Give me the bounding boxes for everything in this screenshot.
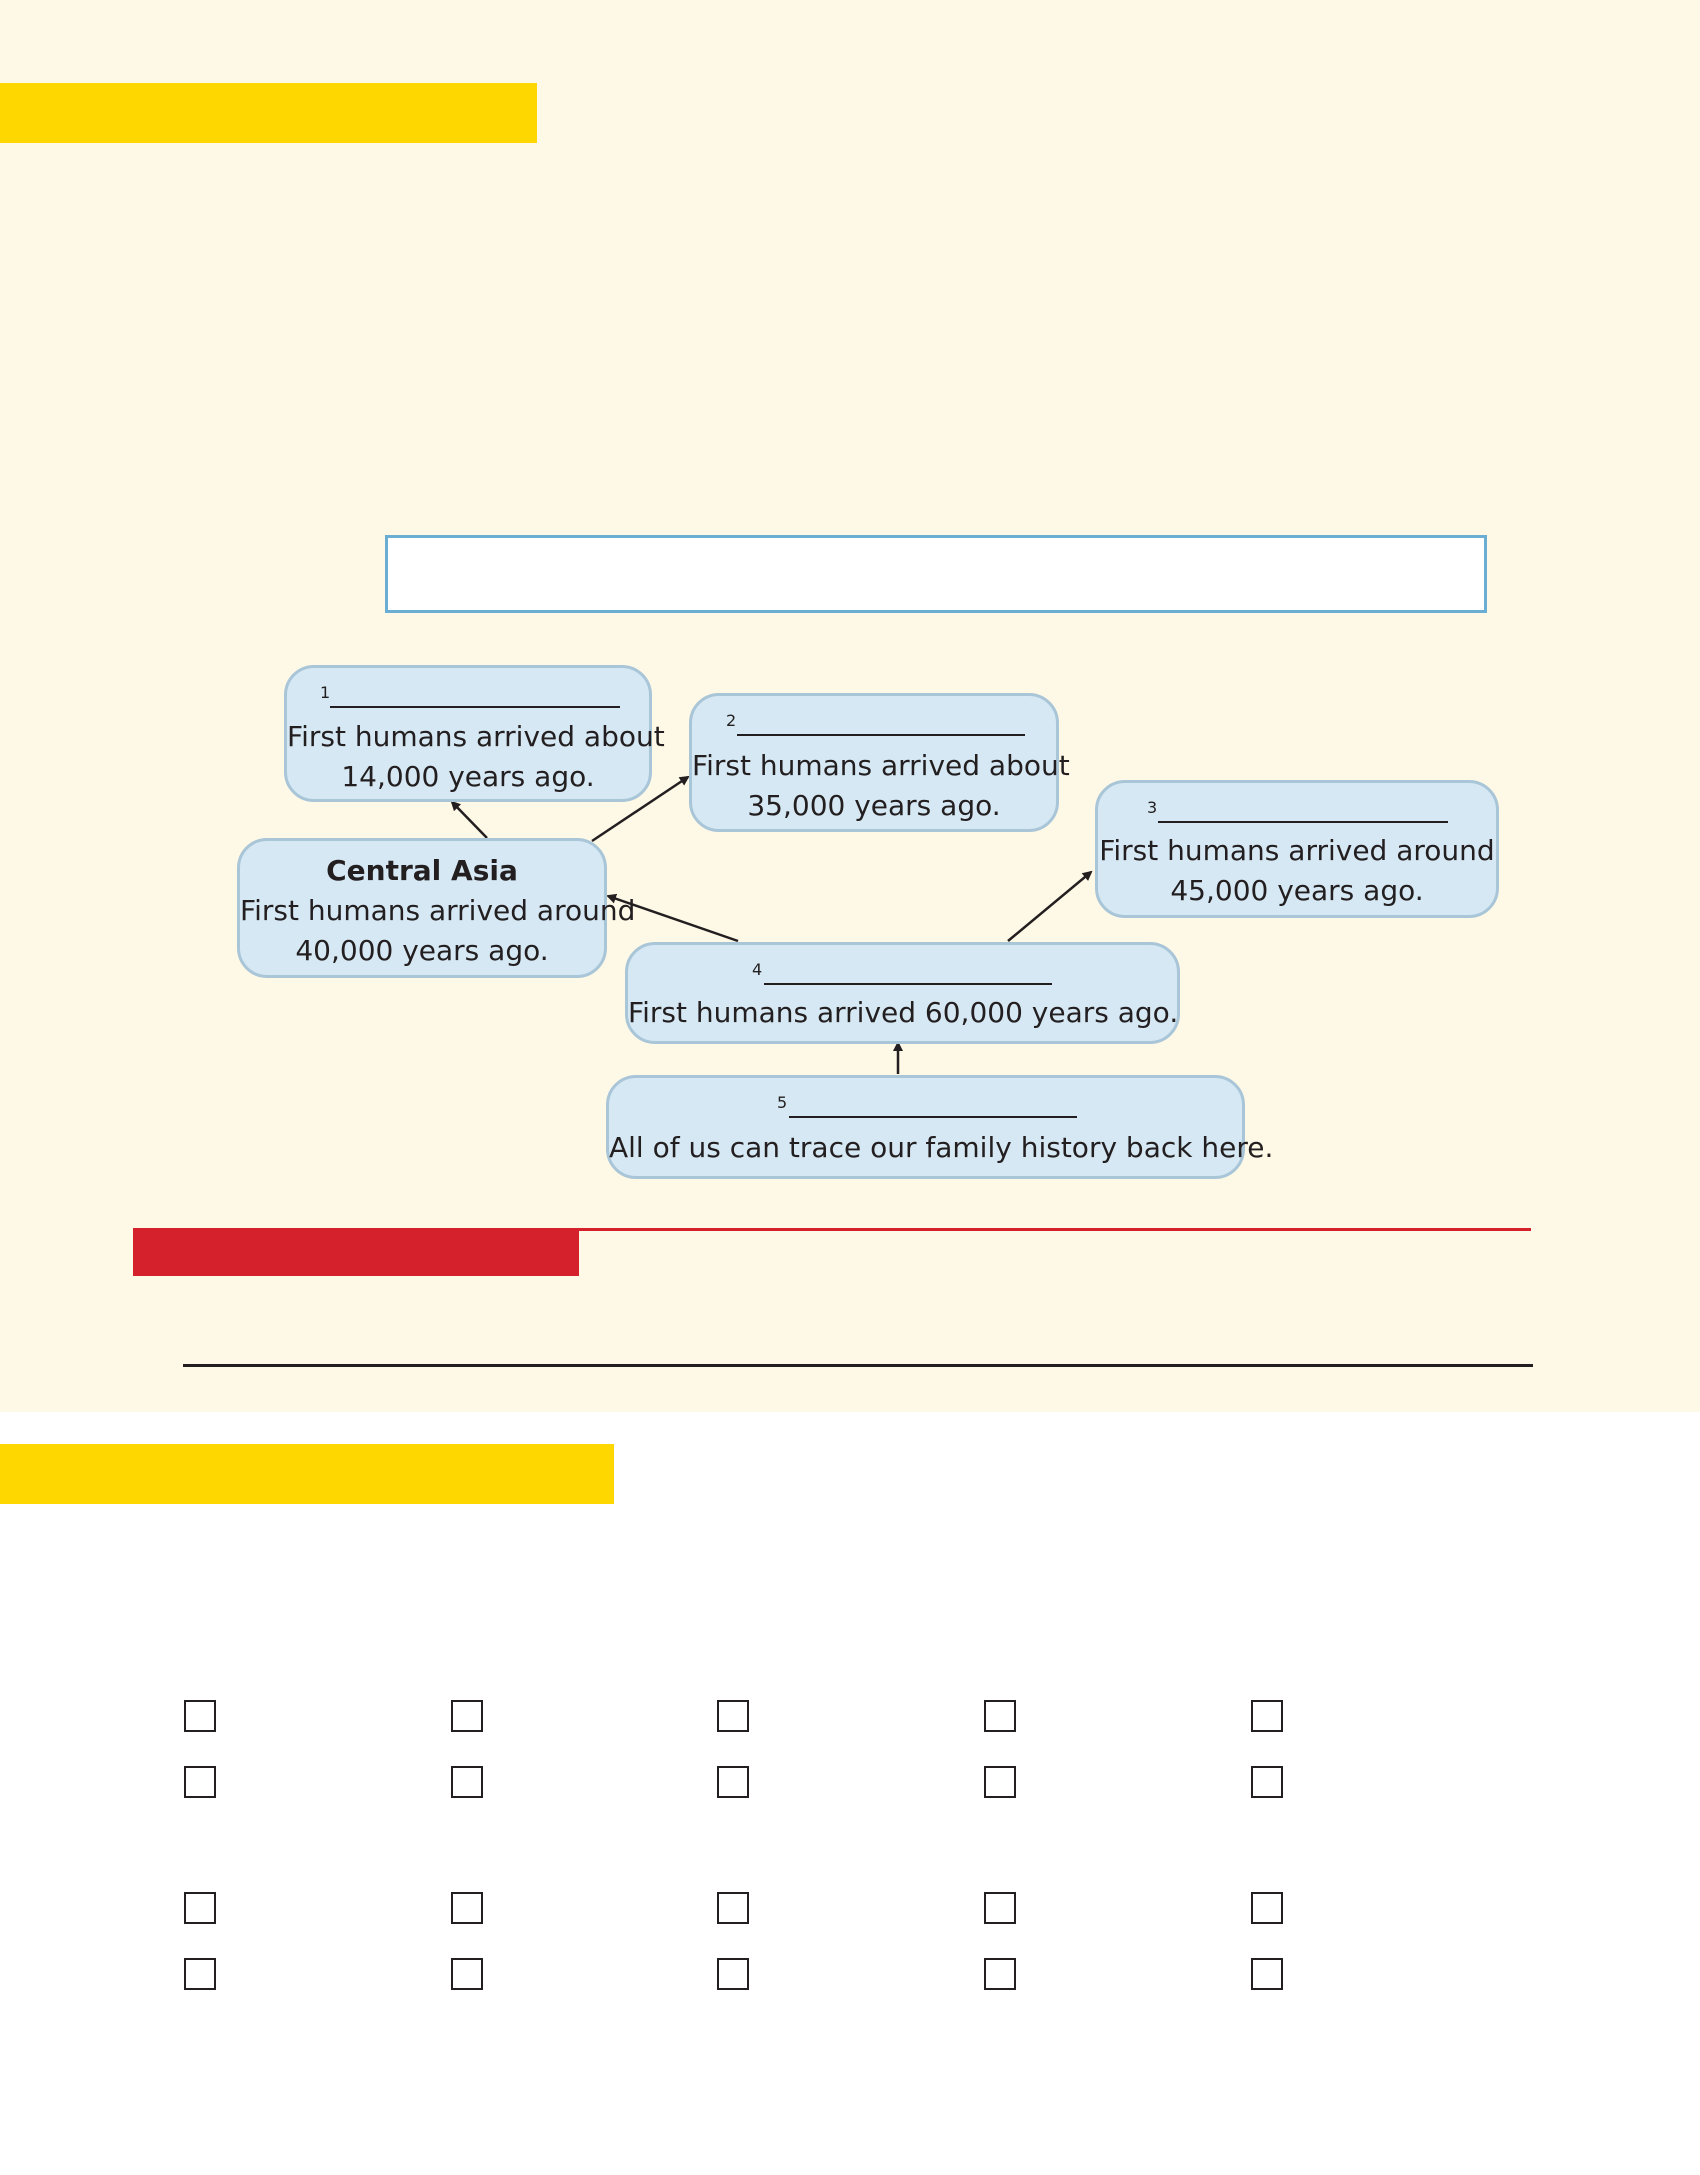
checkbox[interactable] [184,1958,216,1990]
arrow-4-to-3 [1007,870,1093,942]
checkbox[interactable] [717,1766,749,1798]
answer-box[interactable] [385,535,1487,613]
arrow-central-asia-to-2 [591,775,690,843]
checkbox[interactable] [451,1766,483,1798]
card-number: 2 [726,711,737,730]
card-text: 35,000 years ago. [747,789,1001,822]
card-text: 14,000 years ago. [341,760,595,793]
card-text: First humans arrived 60,000 years ago. [628,996,1179,1029]
card-number: 1 [320,683,331,702]
checkbox[interactable] [1251,1958,1283,1990]
checkbox[interactable] [984,1700,1016,1732]
diagram-card-3: 3 First humans arrived around 45,000 yea… [1095,780,1499,918]
red-section-band [133,1228,579,1276]
diagram-card-4: 4 First humans arrived 60,000 years ago. [625,942,1180,1044]
answer-line[interactable] [183,1364,1533,1367]
card-text: 45,000 years ago. [1170,874,1424,907]
fill-in-blank-line[interactable] [764,983,1052,985]
card-title: Central Asia [326,854,518,887]
fill-in-blank-line[interactable] [737,734,1025,736]
top-yellow-header-band [0,83,537,143]
checkbox[interactable] [1251,1892,1283,1924]
checkbox[interactable] [984,1766,1016,1798]
checkbox[interactable] [184,1766,216,1798]
checkbox[interactable] [984,1958,1016,1990]
fill-in-blank-line[interactable] [1158,821,1448,823]
checkbox[interactable] [451,1700,483,1732]
checkbox[interactable] [717,1700,749,1732]
checkbox[interactable] [184,1700,216,1732]
diagram-card-2: 2 First humans arrived about 35,000 year… [689,693,1070,832]
diagram-card-5: 5 All of us can trace our family history… [606,1075,1274,1179]
checkbox[interactable] [984,1892,1016,1924]
card-text: First humans arrived about [692,749,1070,782]
checkbox[interactable] [184,1892,216,1924]
fill-in-blank-line[interactable] [330,706,620,708]
checkbox[interactable] [451,1892,483,1924]
card-number: 3 [1147,798,1158,817]
checkbox[interactable] [451,1958,483,1990]
card-number: 4 [752,960,763,979]
card-text: First humans arrived around [1099,834,1495,867]
checkbox[interactable] [1251,1766,1283,1798]
card-text: First humans arrived around [240,894,636,927]
card-text: First humans arrived about [287,720,665,753]
card-number: 5 [777,1093,788,1112]
card-text: 40,000 years ago. [295,934,549,967]
yellow-section-band [0,1444,614,1504]
diagram-card-central-asia: Central Asia First humans arrived around… [237,838,636,978]
diagram-card-1: 1 First humans arrived about 14,000 year… [284,665,665,802]
arrow-4-to-central-asia [606,893,739,943]
red-section-rule [579,1228,1531,1231]
checkbox[interactable] [1251,1700,1283,1732]
checkbox[interactable] [717,1892,749,1924]
checkbox[interactable] [717,1958,749,1990]
fill-in-blank-line[interactable] [789,1116,1077,1118]
arrow-central-asia-to-1 [450,800,488,839]
card-text: All of us can trace our family history b… [609,1131,1274,1164]
